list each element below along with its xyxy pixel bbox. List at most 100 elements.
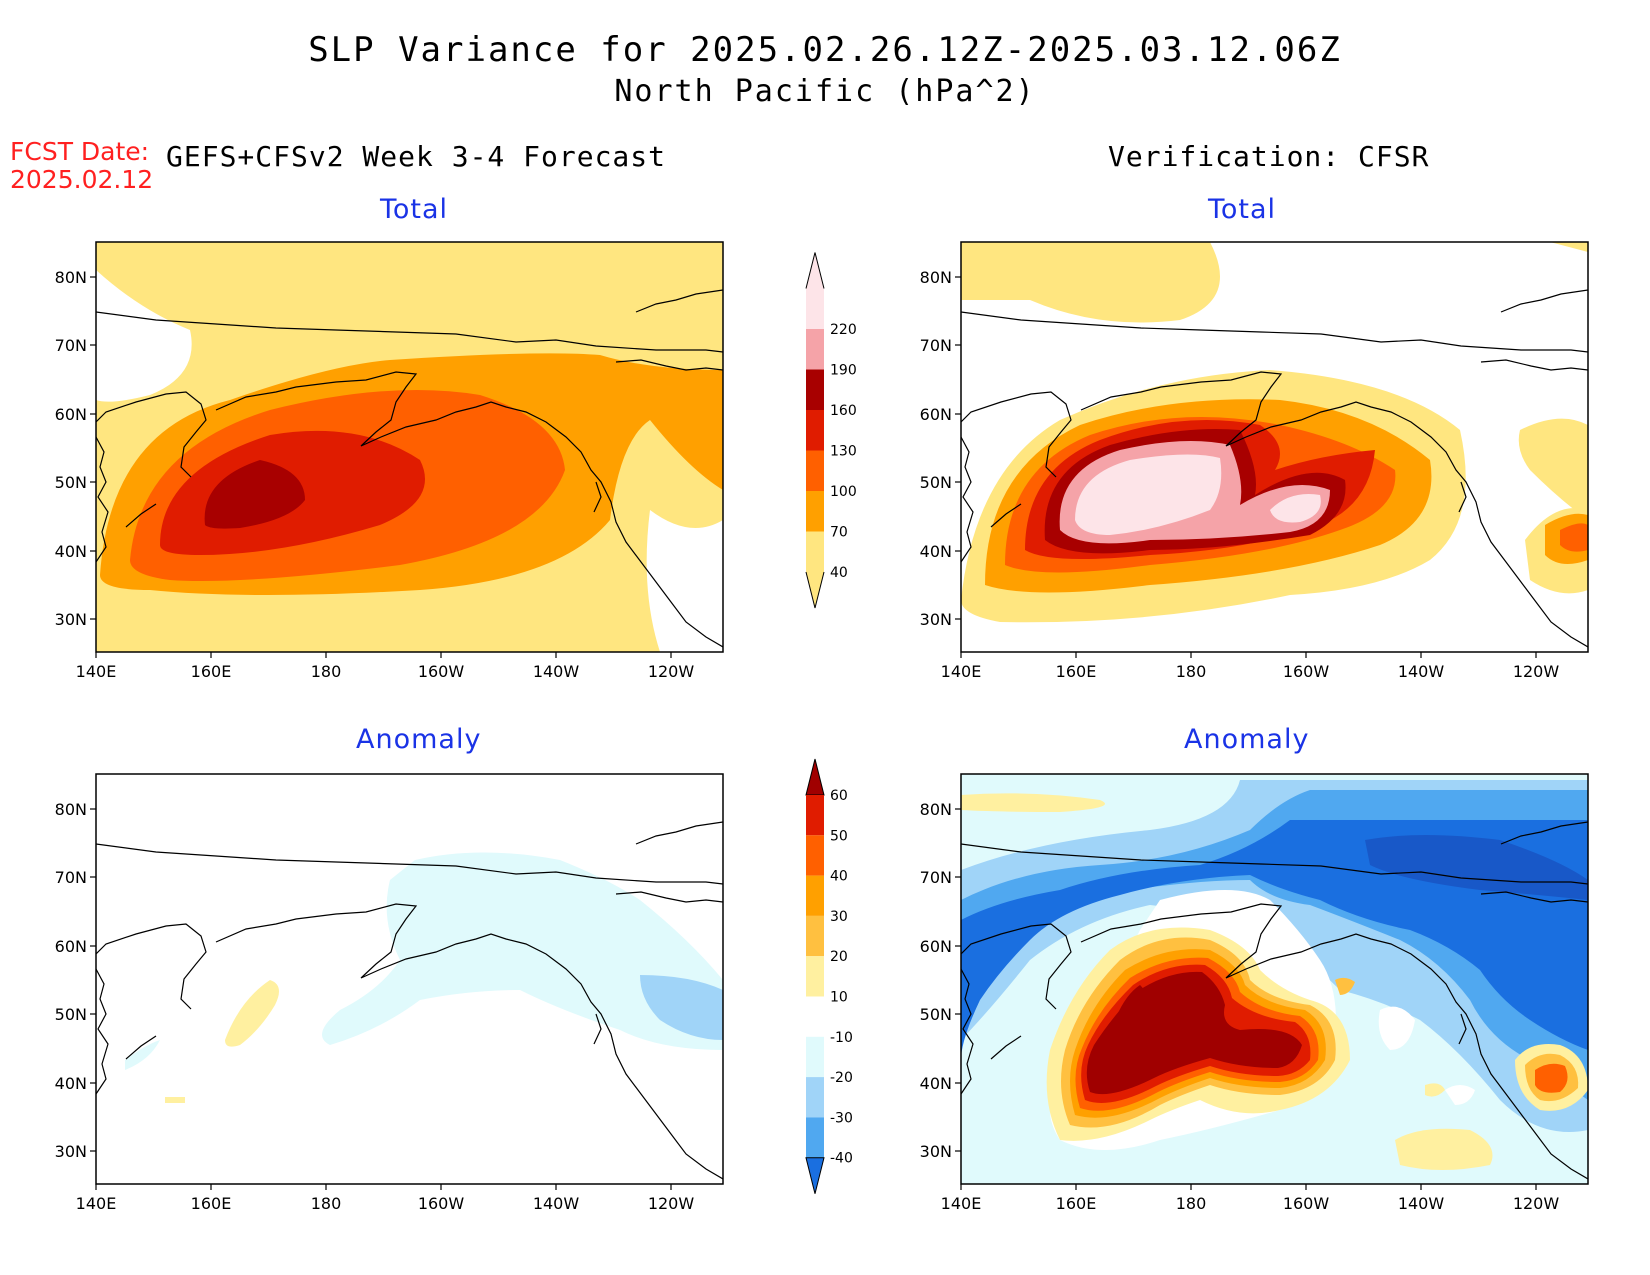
lon-tick-label: 160W: [418, 1194, 465, 1213]
total-colorbar-swatch: [806, 531, 824, 572]
anomaly-colorbar-swatch: [806, 1036, 824, 1078]
anomaly-colorbar-swatch: [806, 956, 824, 997]
lat-tick-label: 70N: [55, 336, 87, 355]
lat-tick-label: 40N: [55, 542, 87, 561]
lat-tick-label: 30N: [920, 610, 952, 629]
verif-total-map: [960, 241, 1589, 653]
lon-tick-label: 180: [311, 1194, 342, 1213]
lon-tick-label: 160E: [191, 662, 232, 681]
lon-tick-label: 140E: [76, 1194, 117, 1213]
lon-tick-label: 140W: [533, 1194, 580, 1213]
total-colorbar-label: 160: [830, 403, 857, 419]
lon-tick-label: 160W: [1283, 1194, 1330, 1213]
lat-tick-label: 60N: [920, 405, 952, 424]
figure-title-line2: North Pacific (hPa^2): [614, 74, 1036, 109]
total-colorbar-lower-arrow: [805, 571, 825, 609]
anomaly-colorbar: 60 50 40 30 20 10 -10 -20 -30 -40: [805, 758, 853, 1194]
anomaly-colorbar-swatch: [806, 996, 824, 1037]
lon-tick-label: 160W: [418, 662, 465, 681]
total-colorbar-swatch: [806, 450, 824, 491]
total-colorbar-upper-arrow: [805, 252, 825, 289]
forecast-date-label: FCST Date: 2025.02.12: [10, 138, 153, 194]
lon-tick-label: 120W: [648, 662, 695, 681]
lon-tick-label: 140W: [533, 662, 580, 681]
lat-tick-label: 80N: [920, 800, 952, 819]
lat-tick-label: 40N: [920, 542, 952, 561]
anomaly-colorbar-swatch: [806, 835, 824, 876]
lat-tick-label: 80N: [55, 268, 87, 287]
anomaly-colorbar-swatch: [806, 915, 824, 957]
lon-tick-label: 180: [311, 662, 342, 681]
anomaly-colorbar-label: 40: [830, 869, 848, 885]
anomaly-colorbar-swatch: [806, 1077, 824, 1118]
lat-tick-label: 40N: [920, 1074, 952, 1093]
anomaly-colorbar-swatch: [806, 1117, 824, 1158]
anomaly-colorbar-swatch: [806, 795, 824, 836]
lat-tick-label: 50N: [920, 473, 952, 492]
total-colorbar-label: 100: [830, 484, 857, 500]
anomaly-colorbar-swatch: [806, 875, 824, 916]
lat-tick-label: 30N: [55, 610, 87, 629]
anomaly-colorbar-label: 60: [830, 788, 848, 804]
forecast-anomaly-title: Anomaly: [356, 724, 482, 755]
lon-tick-label: 180: [1176, 662, 1207, 681]
verif-anomaly-map: [960, 773, 1589, 1185]
total-colorbar-swatch: [806, 410, 824, 451]
lon-tick-label: 180: [1176, 1194, 1207, 1213]
lat-tick-label: 60N: [55, 405, 87, 424]
forecast-anomaly-map: [95, 773, 724, 1185]
total-colorbar-label: 40: [830, 565, 848, 581]
lon-tick-label: 140E: [941, 662, 982, 681]
lat-tick-label: 30N: [920, 1142, 952, 1161]
verification-column-header: Verification: CFSR: [1108, 140, 1430, 173]
lon-tick-label: 160E: [1056, 662, 1097, 681]
forecast-total-title: Total: [380, 194, 449, 225]
lon-tick-label: 140W: [1398, 662, 1445, 681]
verif-total-title: Total: [1208, 194, 1277, 225]
anomaly-colorbar-upper-arrow: [805, 758, 825, 796]
lon-tick-label: 140E: [941, 1194, 982, 1213]
lat-tick-label: 50N: [55, 1005, 87, 1024]
lon-tick-label: 120W: [1513, 662, 1560, 681]
lat-tick-label: 60N: [920, 937, 952, 956]
total-colorbar-swatch: [806, 288, 824, 329]
figure-title-line1: SLP Variance for 2025.02.26.12Z-2025.03.…: [308, 30, 1342, 70]
anomaly-colorbar-label: 50: [830, 828, 848, 844]
anomaly-colorbar-label: -10: [830, 1030, 853, 1046]
forecast-date-value: 2025.02.12: [10, 165, 154, 194]
lat-tick-label: 40N: [55, 1074, 87, 1093]
lat-tick-label: 60N: [55, 937, 87, 956]
lat-tick-label: 50N: [920, 1005, 952, 1024]
total-colorbar-swatch: [806, 369, 824, 410]
total-colorbar-label: 190: [830, 363, 857, 379]
lat-tick-label: 70N: [55, 868, 87, 887]
lat-tick-label: 70N: [920, 336, 952, 355]
total-colorbar-label: 220: [830, 322, 857, 338]
total-colorbar-label: 70: [830, 525, 848, 541]
total-colorbar-swatch: [806, 329, 824, 370]
anomaly-colorbar-lower-arrow: [805, 1157, 825, 1194]
forecast-date-caption: FCST Date:: [10, 137, 150, 166]
lon-tick-label: 160E: [1056, 1194, 1097, 1213]
total-colorbar: 40 70 100 130 160 190 220: [805, 252, 857, 609]
axis-ticks: 140E 160E 180 160W 140W 120W 80N 70N 60N 50N 40N 30…: [55, 268, 1560, 1213]
lon-tick-label: 140W: [1398, 1194, 1445, 1213]
lon-tick-label: 120W: [648, 1194, 695, 1213]
forecast-column-header: GEFS+CFSv2 Week 3-4 Forecast: [166, 140, 667, 173]
lon-tick-label: 120W: [1513, 1194, 1560, 1213]
anomaly-colorbar-label: -40: [830, 1151, 853, 1167]
anomaly-colorbar-label: 30: [830, 909, 848, 925]
lat-tick-label: 80N: [920, 268, 952, 287]
anomaly-colorbar-label: -20: [830, 1070, 853, 1086]
lon-tick-label: 140E: [76, 662, 117, 681]
lat-tick-label: 80N: [55, 800, 87, 819]
verif-anomaly-title: Anomaly: [1184, 724, 1310, 755]
anomaly-colorbar-label: 20: [830, 949, 848, 965]
lat-tick-label: 50N: [55, 473, 87, 492]
anomaly-colorbar-label: -30: [830, 1110, 853, 1126]
anomaly-colorbar-label: 10: [830, 990, 848, 1006]
lat-tick-label: 70N: [920, 868, 952, 887]
total-colorbar-label: 130: [830, 444, 857, 460]
lon-tick-label: 160W: [1283, 662, 1330, 681]
